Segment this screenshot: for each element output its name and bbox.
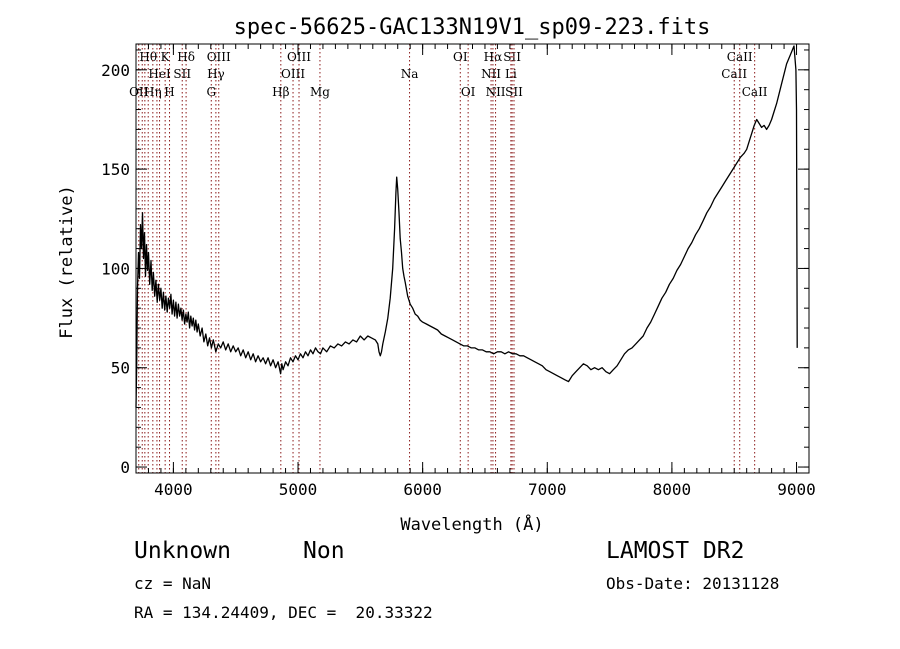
plot-frame <box>135 43 810 474</box>
x-tick-label-9000: 9000 <box>777 480 816 499</box>
line-marker-label-28: CaII <box>727 50 753 64</box>
line-marker-label-7: K <box>161 50 171 64</box>
line-marker-label-8: H <box>164 85 174 99</box>
x-tick-label-4000: 4000 <box>154 480 193 499</box>
y-tick-label-50: 50 <box>111 359 130 378</box>
y-tick-label-0: 0 <box>120 458 130 477</box>
x-tick-label-6000: 6000 <box>403 480 442 499</box>
line-marker-label-25: SII <box>503 50 521 64</box>
line-marker-label-12: Hγ <box>207 67 225 81</box>
line-marker-label-24: Li <box>505 67 517 81</box>
y-tick-label-150: 150 <box>101 160 130 179</box>
x-tick-label-7000: 7000 <box>528 480 567 499</box>
line-marker-label-17: Mg <box>310 85 330 99</box>
line-marker-label-21: NII <box>481 67 501 81</box>
line-marker-label-15: OIII <box>281 67 305 81</box>
chart-title: spec-56625-GAC133N19V1_sp09-223.fits <box>234 15 711 40</box>
object-class: Unknown <box>134 538 231 564</box>
line-marker-label-11: G <box>206 85 216 99</box>
line-marker-label-10: Hδ <box>177 50 195 64</box>
line-marker-label-23: NII <box>486 85 506 99</box>
line-marker-label-9: SII <box>173 67 191 81</box>
x-tick-label-8000: 8000 <box>653 480 692 499</box>
line-marker-label-20: OI <box>461 85 476 99</box>
y-tick-label-100: 100 <box>101 259 130 278</box>
line-marker-label-14: Hβ <box>272 85 289 99</box>
plot-area: OII Hθ Hη HeI K H SII Hδ G Hγ OIII Hβ OIII OIII Mg Na OI… <box>101 43 816 499</box>
line-marker-label-22: Hα <box>484 50 503 64</box>
line-marker-label-29: CaII <box>742 85 768 99</box>
line-marker-label-16: OIII <box>287 50 311 64</box>
line-marker-label-4: Hη <box>144 85 162 99</box>
line-marker-label-27: CaII <box>721 67 747 81</box>
x-tick-label-5000: 5000 <box>279 480 318 499</box>
spectrum-line <box>135 45 798 408</box>
line-marker-label-0: OII <box>129 85 149 99</box>
line-marker-label-18: Na <box>401 67 419 81</box>
observation-date: Obs-Date: 20131128 <box>606 574 780 593</box>
x-axis-label: Wavelength (Å) <box>400 513 543 535</box>
line-marker-label-19: OI <box>453 50 468 64</box>
line-marker-label-26: SII <box>505 85 523 99</box>
y-tick-label-200: 200 <box>101 61 130 80</box>
redshift-readout: cz = NaN <box>134 574 212 593</box>
line-marker-label-6: HeI <box>148 67 171 81</box>
survey-name: LAMOST DR2 <box>606 538 745 564</box>
object-subclass: Non <box>303 538 345 564</box>
y-axis-label: Flux (relative) <box>57 185 77 339</box>
line-marker-label-3: Hθ <box>139 50 157 64</box>
coordinates-readout: RA = 134.24409, DEC = 20.33322 <box>134 603 433 622</box>
line-marker-label-13: OIII <box>207 50 231 64</box>
